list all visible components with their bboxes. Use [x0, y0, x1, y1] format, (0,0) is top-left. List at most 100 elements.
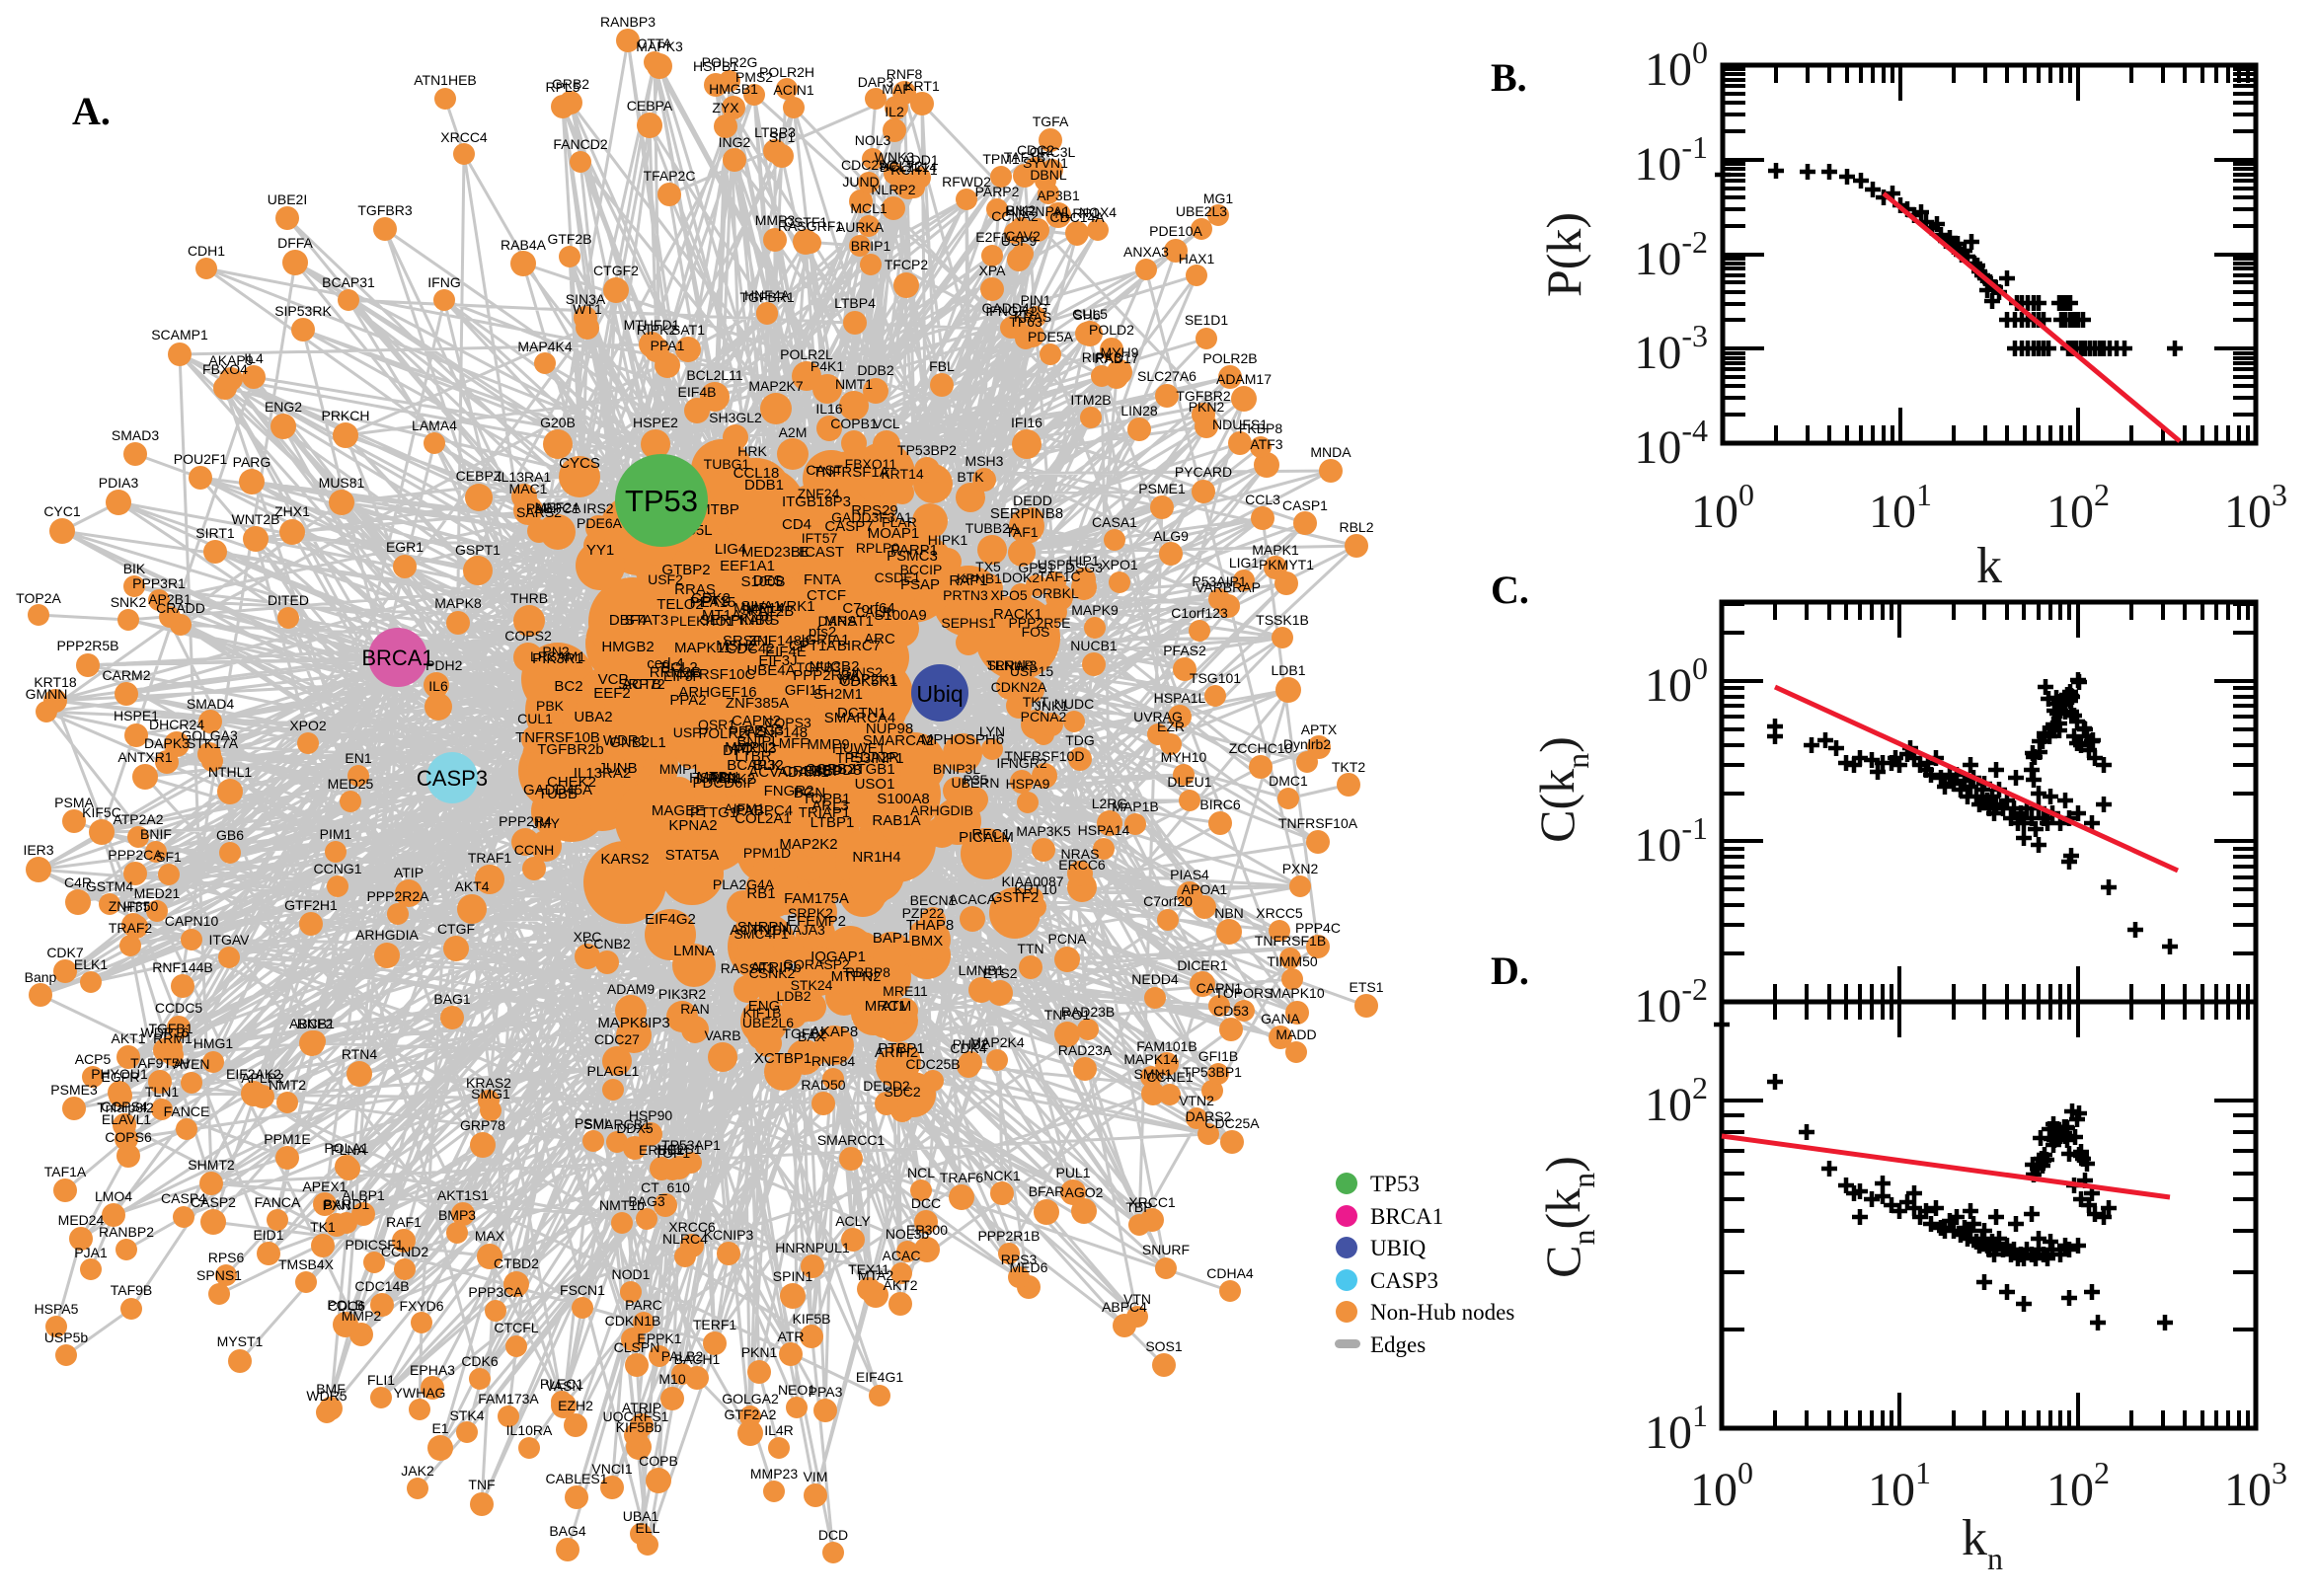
svg-text:LTBP3: LTBP3: [754, 124, 796, 140]
svg-text:MAGEE: MAGEE: [652, 802, 705, 819]
svg-text:FAM175A: FAM175A: [784, 890, 849, 907]
svg-text:RRM1: RRM1: [153, 1030, 193, 1046]
svg-text:KIF5Bb: KIF5Bb: [616, 1419, 662, 1435]
svg-text:CAPN2: CAPN2: [732, 713, 781, 729]
svg-text:EIF4B: EIF4B: [678, 384, 717, 400]
svg-text:GOLGA2: GOLGA2: [722, 1391, 779, 1406]
svg-text:MED23LE: MED23LE: [741, 544, 809, 561]
svg-text:CUL5: CUL5: [1072, 306, 1108, 322]
svg-text:HSPD1: HSPD1: [689, 770, 738, 787]
svg-text:MTPN2: MTPN2: [831, 968, 882, 985]
svg-text:PCNA: PCNA: [1048, 931, 1088, 947]
svg-text:NLRP1: NLRP1: [1054, 205, 1099, 221]
svg-text:ENG2: ENG2: [265, 399, 302, 415]
svg-text:TRRAP: TRRAP: [986, 657, 1033, 673]
svg-text:AURKA: AURKA: [836, 219, 885, 235]
svg-text:LTBP4: LTBP4: [834, 295, 876, 311]
svg-text:AKT4: AKT4: [454, 878, 489, 894]
svg-text:XRCC5: XRCC5: [1256, 905, 1303, 921]
svg-text:ARHGEF16: ARHGEF16: [678, 684, 756, 701]
svg-text:ARIH2: ARIH2: [875, 1044, 918, 1061]
svg-text:CASP7: CASP7: [824, 518, 873, 535]
svg-text:LIN28: LIN28: [1120, 403, 1158, 418]
svg-text:PRKCH: PRKCH: [321, 408, 369, 423]
svg-text:ORC3L: ORC3L: [1030, 144, 1076, 160]
svg-text:SPIN1: SPIN1: [773, 1268, 813, 1284]
svg-text:KIF1B: KIF1B: [743, 1005, 782, 1021]
svg-text:ACP5: ACP5: [75, 1051, 112, 1067]
svg-text:IRS2: IRS2: [582, 500, 613, 516]
svg-text:HSPE1: HSPE1: [114, 708, 159, 723]
svg-text:RIPK3: RIPK3: [1082, 349, 1122, 365]
svg-text:SDC2: SDC2: [884, 1084, 921, 1100]
svg-text:CAPN1: CAPN1: [1197, 980, 1243, 996]
svg-text:PABPC1: PABPC1: [526, 500, 579, 516]
svg-text:DPT: DPT: [723, 742, 752, 759]
svg-text:LRSAM1: LRSAM1: [530, 648, 585, 664]
svg-text:TAF1A: TAF1A: [44, 1164, 87, 1179]
svg-text:IL10RA: IL10RA: [506, 1422, 553, 1438]
svg-text:BIK2: BIK2: [1006, 202, 1037, 218]
svg-text:CDHA4: CDHA4: [1206, 1265, 1254, 1281]
svg-text:SIN3A: SIN3A: [566, 291, 606, 307]
svg-text:TP53AP1: TP53AP1: [661, 1137, 721, 1153]
svg-text:KRT10: KRT10: [1014, 881, 1057, 897]
svg-text:NEO1: NEO1: [778, 1382, 815, 1398]
svg-text:SERPINB9: SERPINB9: [700, 612, 773, 629]
svg-text:AKAP8: AKAP8: [811, 1024, 858, 1040]
svg-text:USP7: USP7: [673, 724, 710, 740]
svg-text:HNF4A: HNF4A: [744, 287, 791, 303]
svg-text:VTN2: VTN2: [1179, 1093, 1214, 1108]
svg-text:DBNL: DBNL: [1030, 167, 1067, 183]
svg-text:k: k: [1976, 538, 2002, 594]
svg-text:TOPB1: TOPB1: [803, 791, 851, 807]
svg-text:ACTN1: ACTN1: [730, 922, 778, 939]
svg-text:SRP72: SRP72: [618, 676, 665, 693]
svg-text:MAPK9: MAPK9: [1071, 602, 1119, 618]
svg-text:TNFRSF10B: TNFRSF10B: [515, 729, 600, 746]
svg-text:WNT2B: WNT2B: [232, 511, 280, 527]
svg-text:FANCD2: FANCD2: [553, 136, 607, 152]
svg-text:MED6: MED6: [1010, 1259, 1048, 1275]
svg-text:PIM1: PIM1: [320, 826, 352, 842]
svg-text:CYC1: CYC1: [43, 503, 81, 519]
svg-text:EGR1: EGR1: [386, 539, 424, 555]
svg-text:BGN: BGN: [794, 785, 826, 801]
svg-text:EPHA3: EPHA3: [410, 1362, 455, 1378]
svg-text:SMARCC1: SMARCC1: [817, 1132, 886, 1148]
svg-text:ARL3: ARL3: [811, 798, 849, 814]
svg-text:TIMM50: TIMM50: [1267, 953, 1318, 969]
svg-text:E1: E1: [431, 1420, 448, 1436]
svg-text:DICER1: DICER1: [1177, 957, 1228, 973]
svg-text:UBA2: UBA2: [574, 709, 612, 725]
svg-text:NOL3: NOL3: [855, 132, 891, 148]
svg-text:PARP2: PARP2: [975, 184, 1020, 199]
svg-text:P(k): P(k): [1536, 212, 1591, 297]
svg-text:YY1: YY1: [586, 542, 614, 559]
svg-text:CCNE1: CCNE1: [1146, 1069, 1194, 1085]
svg-text:PRTN3: PRTN3: [943, 587, 988, 603]
svg-text:KRT1: KRT1: [904, 78, 940, 94]
svg-text:CTBD2: CTBD2: [494, 1255, 539, 1271]
svg-text:CEBPZ: CEBPZ: [456, 468, 502, 484]
svg-text:BECN1: BECN1: [910, 892, 957, 908]
svg-text:RAD50: RAD50: [801, 1077, 845, 1093]
svg-text:JAK2: JAK2: [401, 1463, 434, 1479]
svg-text:CAPN10: CAPN10: [165, 913, 219, 929]
svg-text:SMARCB1: SMARCB1: [583, 1116, 651, 1132]
svg-text:TRAF1: TRAF1: [468, 850, 512, 866]
svg-text:ELAVL1: ELAVL1: [102, 1111, 152, 1127]
svg-text:MAPK8IP3: MAPK8IP3: [597, 1015, 669, 1031]
svg-text:MEF2A: MEF2A: [535, 499, 581, 515]
svg-text:XPO2: XPO2: [289, 718, 327, 733]
svg-text:TFAP2C: TFAP2C: [644, 168, 696, 184]
svg-text:SIP53RK: SIP53RK: [274, 303, 332, 319]
svg-text:CCNH: CCNH: [514, 842, 554, 858]
svg-text:PKN1: PKN1: [741, 1344, 778, 1360]
svg-text:PPP2R5E: PPP2R5E: [1008, 615, 1070, 631]
svg-text:PPP4C: PPP4C: [1295, 920, 1341, 936]
svg-text:RPLP0: RPLP0: [856, 540, 900, 556]
svg-text:PCNA2: PCNA2: [1021, 709, 1067, 724]
svg-text:BNIP3L: BNIP3L: [933, 761, 980, 777]
svg-text:CCND2: CCND2: [381, 1244, 428, 1259]
